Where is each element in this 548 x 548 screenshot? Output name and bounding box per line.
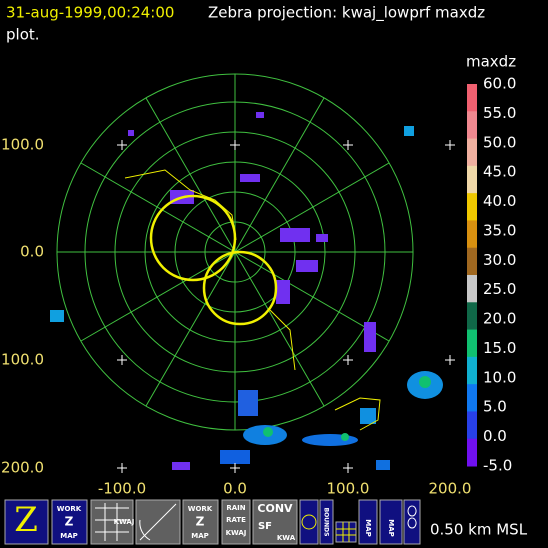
colorbar-label: 40.0 — [483, 192, 516, 210]
colorbar-segment — [467, 356, 477, 385]
y-axis-label: 0.0 — [20, 243, 44, 261]
globe-icon — [301, 514, 317, 530]
colorbar-segment — [467, 302, 477, 331]
conv-button[interactable] — [252, 499, 298, 545]
colorbar-segment — [467, 165, 477, 194]
colorbar-label: 35.0 — [483, 221, 516, 239]
colorbar-label: 10.0 — [483, 368, 516, 386]
overlay-icon — [407, 505, 417, 529]
colorbar-segment — [467, 111, 477, 140]
colorbar-segment — [467, 247, 477, 276]
zebra-button[interactable] — [4, 499, 49, 545]
button-label: BOUNDS — [323, 508, 330, 537]
button-label: MAP — [387, 519, 395, 537]
colorbar-label: -5.0 — [483, 457, 512, 475]
button-label: MAP — [364, 519, 372, 537]
colorbar-label: 50.0 — [483, 133, 516, 151]
colorbar-segment — [467, 138, 477, 167]
colorbar-segment — [467, 193, 477, 221]
button-label: Z — [196, 515, 205, 529]
zebra-logo: Z — [14, 500, 38, 540]
colorbar-label: 30.0 — [483, 251, 516, 269]
strong-echoes — [50, 126, 443, 470]
colorbar-title: maxdz — [466, 53, 516, 71]
grid-crosses — [117, 140, 455, 473]
button-label: WORK — [57, 505, 82, 513]
grid-icon — [336, 522, 356, 542]
colorbar-label: 60.0 — [483, 75, 516, 93]
map-button[interactable] — [379, 499, 403, 545]
rain-rate-button[interactable] — [221, 499, 251, 545]
colorbar-segment — [467, 220, 477, 249]
bounds-button[interactable] — [319, 499, 334, 545]
echoes — [128, 112, 376, 470]
button-label: RAIN — [226, 504, 245, 512]
x-axis-label: 100.0 — [327, 480, 370, 498]
button-label: KWAJ — [114, 518, 135, 526]
button-label: MAP — [60, 532, 78, 540]
button-label: KWA — [277, 534, 296, 542]
y-axis-label: 100.0 — [1, 136, 44, 154]
grid-icon — [95, 503, 129, 541]
button-label: CONV — [257, 502, 293, 515]
button-label: Z — [65, 515, 74, 529]
colorbar-label: 5.0 — [483, 398, 507, 416]
coastline — [124, 169, 381, 431]
colorbar-label: 25.0 — [483, 280, 516, 298]
colorbar-segment — [467, 329, 477, 358]
button-label: KWAJ — [226, 529, 247, 537]
button-label: RATE — [226, 516, 246, 524]
colorbar-segment — [467, 411, 477, 440]
title: Zebra projection: kwaj_lowprf maxdz — [208, 4, 485, 23]
colorbar-label: 45.0 — [483, 163, 516, 181]
colorbar-segment — [467, 384, 477, 412]
title-cont: plot. — [6, 26, 40, 44]
timestamp: 31-aug-1999,00:24:00 — [6, 4, 174, 22]
button-label: SF — [258, 521, 272, 532]
x-axis-label: -100.0 — [98, 480, 146, 498]
x-axis-label: 0.0 — [223, 480, 247, 498]
globe-button[interactable] — [299, 499, 319, 545]
colorbar-segment — [467, 275, 477, 303]
colorbar-label: 0.0 — [483, 427, 507, 445]
radar-icon — [139, 503, 177, 541]
button-label: MAP — [191, 532, 209, 540]
kwaj-button[interactable] — [90, 499, 134, 545]
grid-button[interactable] — [335, 521, 357, 543]
map-button[interactable] — [358, 499, 378, 545]
radar-plot — [50, 73, 455, 473]
colorbar-segment — [467, 438, 477, 467]
colorbar-label: 15.0 — [483, 339, 516, 357]
button-label: WORK — [188, 505, 213, 513]
toolbar: Z WORK Z MAP KWAJ WORK Z MAP RAIN RATE K… — [4, 499, 421, 545]
colorbar-segment — [467, 84, 477, 112]
y-axis-label: 200.0 — [1, 459, 44, 477]
colorbar-label: 55.0 — [483, 104, 516, 122]
y-axis-label: 100.0 — [1, 351, 44, 369]
work-map-button[interactable] — [51, 499, 88, 545]
work-map-button[interactable] — [182, 499, 219, 545]
overlay-button[interactable] — [403, 499, 421, 545]
x-axis-label: 200.0 — [429, 480, 472, 498]
altitude: 0.50 km MSL — [430, 521, 528, 539]
colorbar-label: 20.0 — [483, 310, 516, 328]
